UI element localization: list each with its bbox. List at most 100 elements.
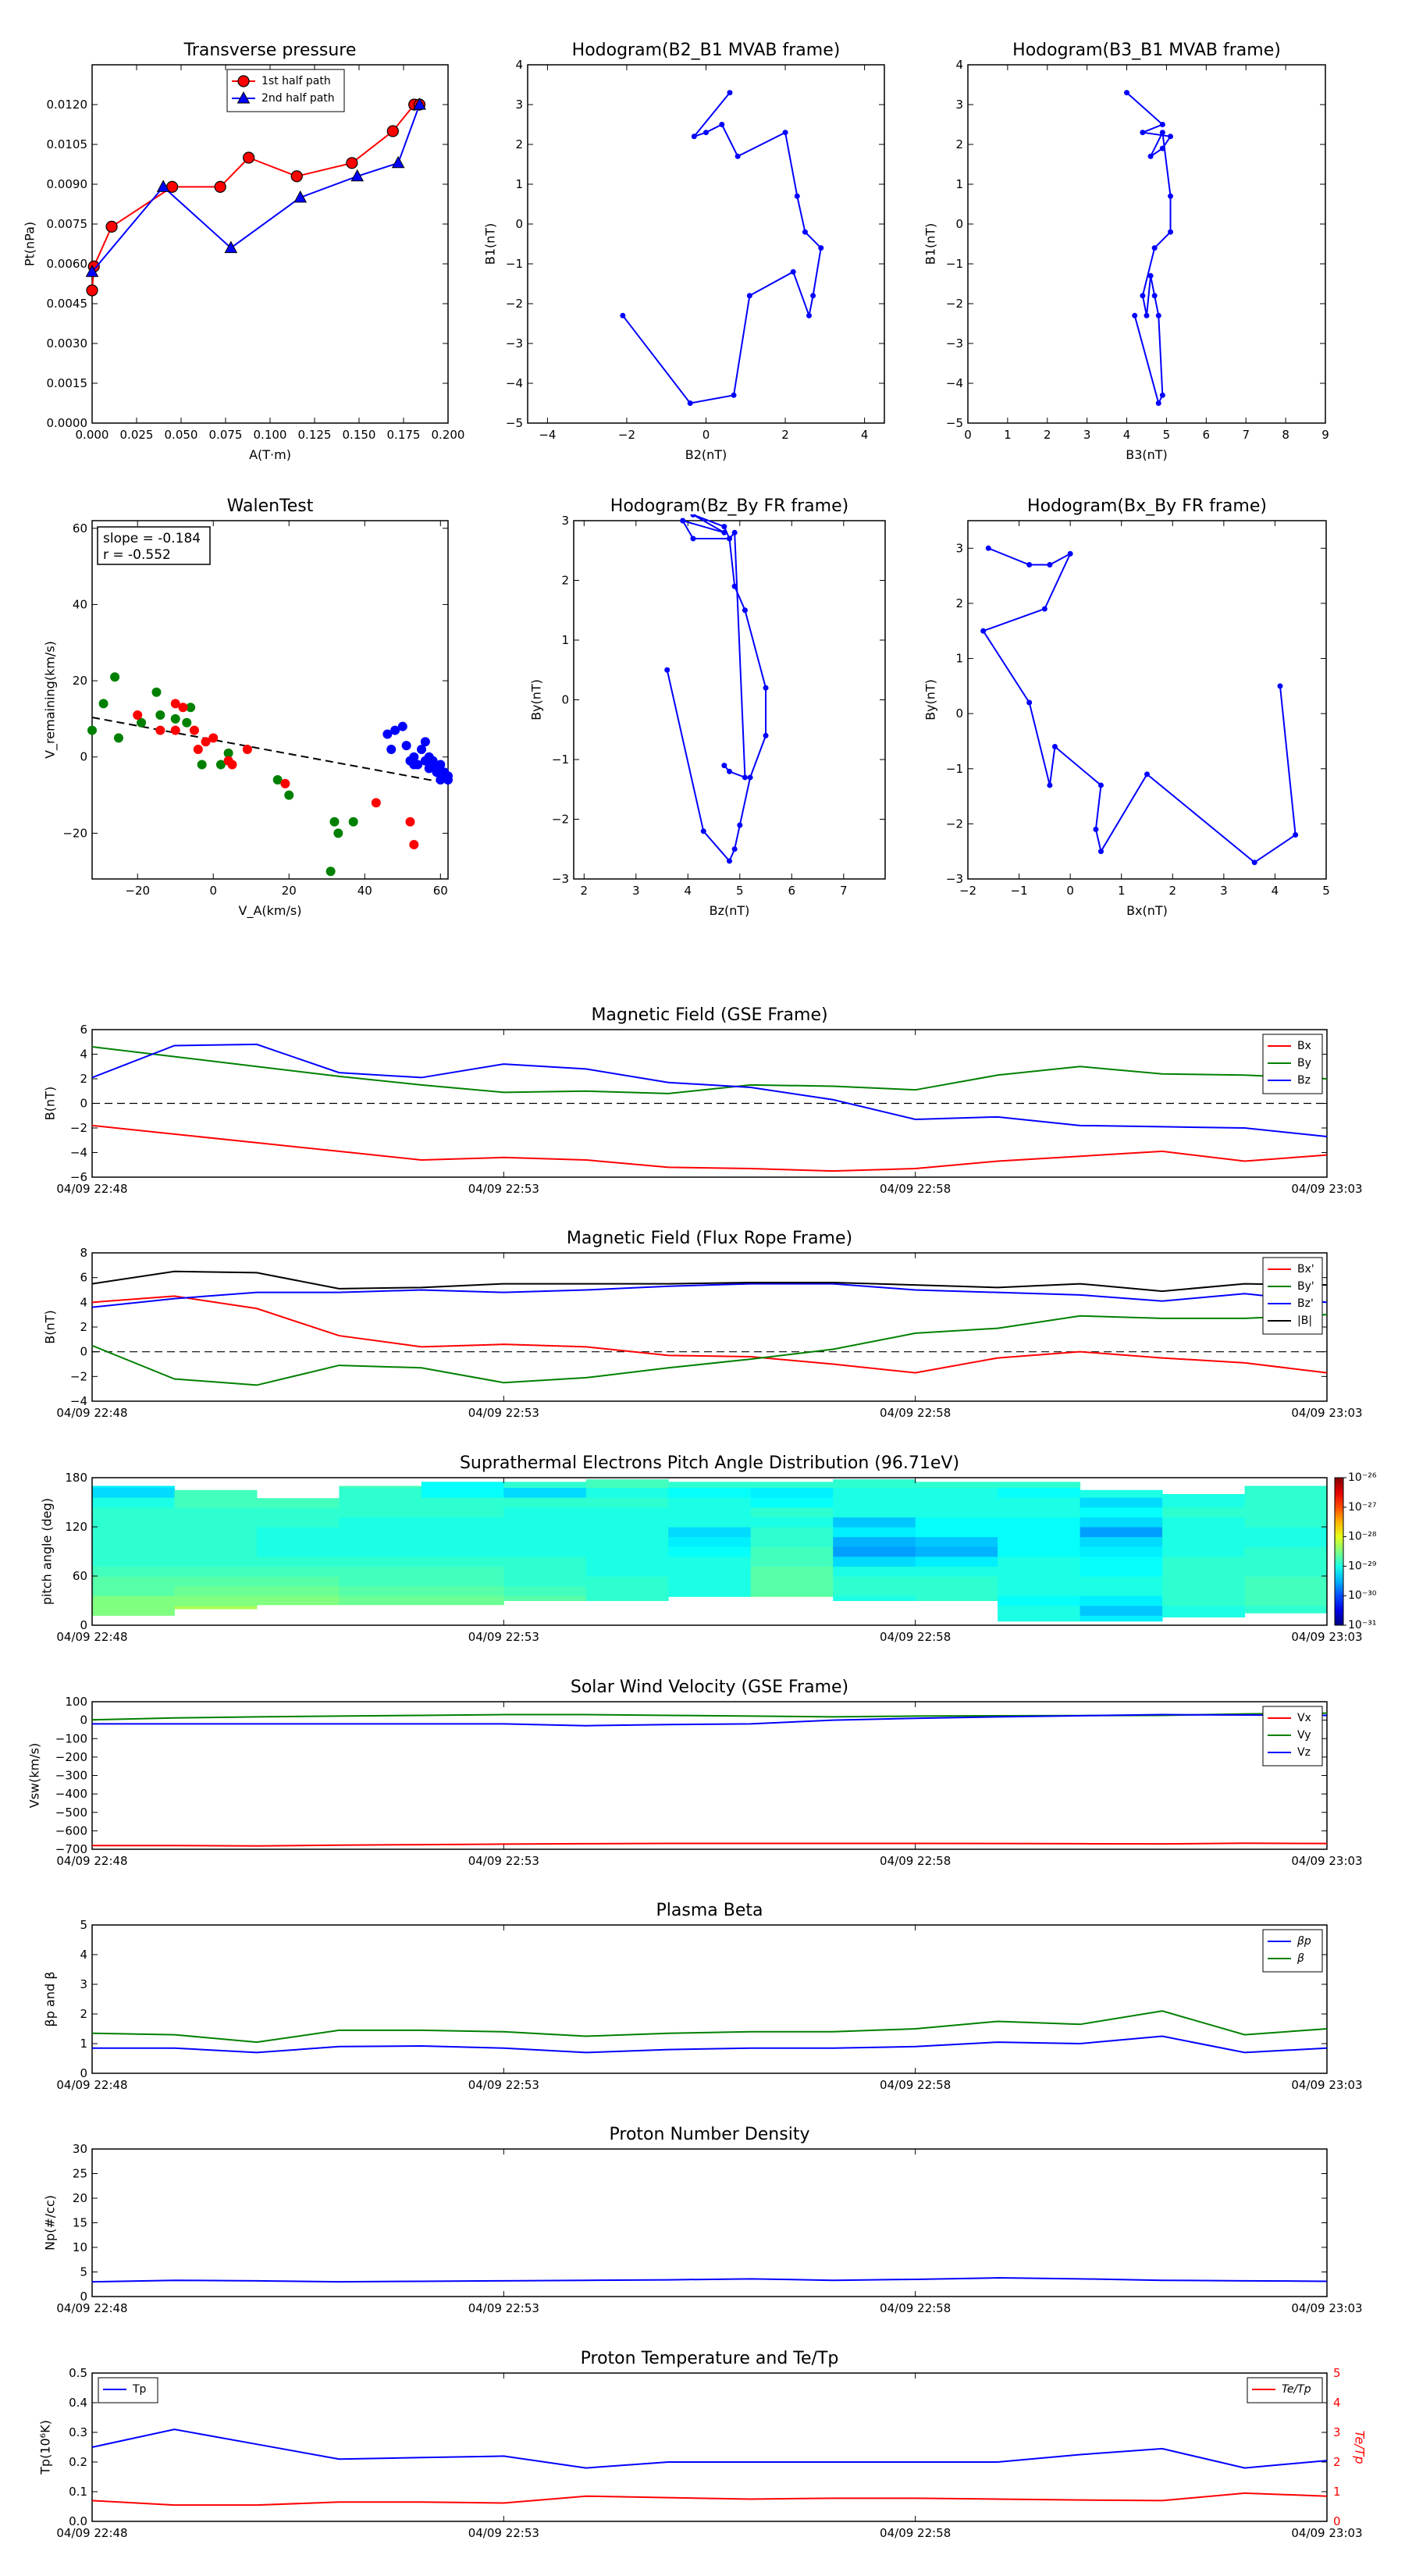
colorbar-label: 10⁻²⁹ bbox=[1348, 1560, 1377, 1572]
heatmap-cell bbox=[998, 1517, 1081, 1528]
data-point bbox=[690, 535, 696, 542]
heatmap-cell bbox=[833, 1585, 916, 1596]
colorbar-label: 10⁻³⁰ bbox=[1348, 1589, 1377, 1602]
heatmap-cell bbox=[1080, 1536, 1163, 1547]
heatmap-cell bbox=[92, 1566, 175, 1577]
y-tick-label: 0.0045 bbox=[47, 297, 88, 311]
x-tick-label: 04/09 22:53 bbox=[468, 2301, 539, 2315]
x-tick-label: 40 bbox=[357, 884, 372, 898]
y-tick-label: 4 bbox=[80, 1948, 87, 1962]
heatmap-cell bbox=[585, 1556, 669, 1567]
plot-frame bbox=[527, 64, 885, 424]
heatmap-cell bbox=[1080, 1605, 1163, 1616]
x-tick-label: 04/09 22:48 bbox=[56, 1630, 127, 1644]
y-tick-label: 2 bbox=[80, 1320, 87, 1334]
data-point bbox=[151, 687, 162, 697]
plot-frame bbox=[91, 520, 449, 880]
heatmap-cell bbox=[750, 1482, 834, 1489]
heatmap-cell bbox=[833, 1497, 916, 1508]
y-tick-label: 15 bbox=[73, 2216, 87, 2230]
data-point bbox=[350, 169, 365, 182]
heatmap-cell bbox=[1244, 1507, 1328, 1517]
heatmap-cell bbox=[339, 1585, 422, 1596]
heatmap-cell bbox=[750, 1527, 834, 1538]
series-line-Te/Tp bbox=[91, 2492, 1328, 2507]
y-tick-label: 0.5 bbox=[69, 2366, 87, 2380]
y-tick-label: 1 bbox=[955, 177, 963, 191]
y-tick-label: 2 bbox=[955, 137, 963, 151]
heatmap-cell bbox=[92, 1556, 175, 1567]
heatmap-cell bbox=[1244, 1517, 1328, 1528]
legend-label: Bz bbox=[1297, 1074, 1311, 1087]
heatmap-cell bbox=[339, 1527, 422, 1538]
data-point bbox=[1026, 699, 1033, 706]
series-line-Bx' bbox=[91, 1295, 1328, 1374]
heatmap-cell bbox=[585, 1507, 669, 1517]
data-point bbox=[105, 220, 118, 233]
y-tick-label: −2 bbox=[70, 1121, 87, 1135]
data-point bbox=[1155, 312, 1161, 318]
heatmap-cell bbox=[668, 1517, 752, 1528]
heatmap-cell bbox=[503, 1546, 587, 1557]
y-tick-label: 100 bbox=[65, 1695, 87, 1709]
heatmap-cell bbox=[339, 1556, 422, 1567]
data-point bbox=[98, 699, 108, 709]
heatmap-cell bbox=[339, 1546, 422, 1557]
y-tick-label: −4 bbox=[506, 376, 523, 390]
y-axis-label: Tp(10⁶K) bbox=[38, 2420, 53, 2475]
panel-hodogram_bz_by: Hodogram(Bz_By FR frame) 2 3 4 5 6 7 −3 −2 −1 0 1 2 3… bbox=[529, 496, 886, 918]
heatmap-cell bbox=[1162, 1605, 1246, 1616]
y-tick-label: −1 bbox=[506, 257, 523, 271]
x-tick-label: 04/09 23:03 bbox=[1291, 1182, 1362, 1196]
heatmap-cell bbox=[750, 1546, 834, 1557]
heatmap-cell bbox=[421, 1596, 504, 1606]
series-line-By' bbox=[91, 1314, 1328, 1386]
heatmap-cell bbox=[1244, 1605, 1328, 1614]
y-tick-label: −2 bbox=[70, 1369, 87, 1383]
heatmap-cell bbox=[1162, 1596, 1246, 1606]
heatmap-cell bbox=[503, 1585, 587, 1596]
data-point bbox=[272, 775, 283, 785]
data-point bbox=[794, 193, 800, 199]
x-tick-label: 04/09 23:03 bbox=[1291, 2078, 1362, 2092]
y-tick-label: 0 bbox=[80, 750, 87, 764]
heatmap-cell bbox=[915, 1507, 998, 1517]
data-point bbox=[802, 229, 808, 235]
y-tick-label: 0 bbox=[561, 693, 569, 707]
data-point bbox=[690, 514, 696, 518]
x-tick-label: 04/09 22:48 bbox=[56, 1182, 127, 1196]
x-tick-label: −4 bbox=[539, 428, 556, 442]
data-point bbox=[436, 760, 446, 770]
heatmap-cell bbox=[421, 1536, 504, 1547]
heatmap-cell bbox=[421, 1517, 504, 1528]
heatmap-cell bbox=[915, 1536, 998, 1547]
data-point bbox=[237, 91, 251, 104]
data-point bbox=[782, 130, 788, 136]
heatmap-cell bbox=[833, 1546, 916, 1557]
data-point bbox=[691, 133, 697, 140]
data-point bbox=[1047, 782, 1053, 788]
x-tick-label: 04/09 23:03 bbox=[1291, 2301, 1362, 2315]
heatmap-cell bbox=[503, 1556, 587, 1567]
x-tick-label: 0.025 bbox=[120, 428, 154, 442]
data-point bbox=[721, 529, 727, 535]
x-tick-label: 04/09 22:53 bbox=[468, 1406, 539, 1420]
x-tick-label: 0 bbox=[702, 428, 710, 442]
heatmap-cell bbox=[503, 1527, 587, 1538]
heatmap-cell bbox=[998, 1482, 1081, 1489]
y-tick-label: 0 bbox=[955, 217, 963, 231]
data-point bbox=[1093, 826, 1099, 832]
x-tick-label: 04/09 22:48 bbox=[56, 2078, 127, 2092]
series-line-βp bbox=[92, 2035, 1328, 2054]
x-tick-label: 3 bbox=[1083, 428, 1091, 442]
data-point bbox=[86, 284, 98, 297]
heatmap-cell bbox=[1080, 1615, 1163, 1622]
chart-title: Hodogram(B2_B1 MVAB frame) bbox=[572, 41, 841, 60]
y-tick-label: −1 bbox=[946, 762, 963, 776]
y-tick-label: −2 bbox=[506, 297, 523, 311]
series-line-hodogram bbox=[666, 514, 767, 863]
heatmap-cell bbox=[1244, 1497, 1328, 1508]
data-point bbox=[1147, 153, 1154, 159]
heatmap-cell bbox=[174, 1527, 258, 1538]
series-line-1st half path bbox=[91, 104, 420, 291]
